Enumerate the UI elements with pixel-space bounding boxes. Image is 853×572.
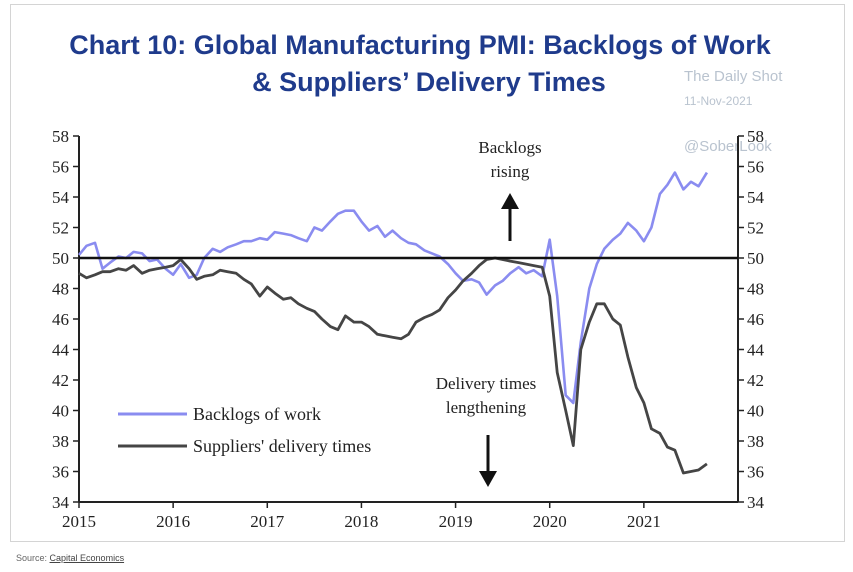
y-tick-label-right: 52 (747, 219, 764, 238)
y-tick-label-left: 46 (52, 310, 69, 329)
y-tick-label-left: 56 (52, 158, 69, 177)
y-tick-label-right: 44 (747, 341, 765, 360)
y-tick-label-right: 50 (747, 249, 764, 268)
x-tick-label: 2021 (627, 512, 661, 531)
series-line-delivery (78, 256, 708, 475)
x-tick-label: 2019 (439, 512, 473, 531)
annotation-backlogs-line1: Backlogs (478, 138, 541, 157)
arrow-down-icon (479, 435, 497, 487)
y-tick-label-left: 34 (52, 493, 70, 512)
y-tick-label-left: 58 (52, 127, 69, 146)
x-tick-label: 2016 (156, 512, 190, 531)
legend-label-delivery: Suppliers' delivery times (193, 436, 371, 456)
y-tick-label-left: 40 (52, 402, 69, 421)
y-tick-label-right: 46 (747, 310, 764, 329)
y-tick-label-left: 54 (52, 188, 70, 207)
plot-area: 34 34 36 36 38 38 40 40 42 42 44 44 46 46 48 48 50 50 52 52… (52, 127, 765, 531)
annotation-backlogs-line2: rising (491, 162, 530, 181)
y-tick-label-right: 54 (747, 188, 765, 207)
source-link[interactable]: Capital Economics (49, 553, 125, 563)
y-tick-label-left: 36 (52, 463, 69, 482)
y-tick-label-left: 52 (52, 219, 69, 238)
source-label: Source: (16, 553, 50, 563)
x-tick-label: 2020 (533, 512, 567, 531)
legend-label-backlogs: Backlogs of work (193, 404, 321, 424)
y-tick-label-right: 40 (747, 402, 764, 421)
y-tick-label-right: 42 (747, 371, 764, 390)
watermark-date: 11-Nov-2021 (684, 94, 753, 108)
chart-title-line2: & Suppliers’ Delivery Times (252, 67, 606, 97)
legend: Backlogs of work Suppliers' delivery tim… (118, 404, 371, 456)
y-tick-label-right: 56 (747, 158, 764, 177)
watermark-site: The Daily Shot (684, 68, 783, 85)
y-ticks: 34 34 36 36 38 38 40 40 42 42 44 44 46 46 48 48 50 50 52 52… (52, 127, 765, 512)
x-tick-label: 2017 (250, 512, 285, 531)
source-note: Source: Capital Economics (16, 553, 124, 563)
chart-svg: Chart 10: Global Manufacturing PMI: Back… (52, 30, 783, 531)
x-tick-label: 2018 (344, 512, 378, 531)
x-ticks: 2015 2016 2017 2018 2019 2020 2021 (62, 502, 661, 531)
y-tick-label-right: 48 (747, 280, 764, 299)
watermark-handle: @SoberLook (684, 138, 772, 155)
x-tick-label: 2015 (62, 512, 96, 531)
y-tick-label-left: 38 (52, 432, 69, 451)
y-tick-label-right: 58 (747, 127, 764, 146)
y-tick-label-left: 50 (52, 249, 69, 268)
y-tick-label-left: 48 (52, 280, 69, 299)
y-tick-label-right: 34 (747, 493, 765, 512)
series-line-backlogs (77, 171, 709, 405)
annotation-delivery-line1: Delivery times (436, 374, 537, 393)
y-tick-label-left: 42 (52, 371, 69, 390)
series-layer (77, 171, 709, 475)
chart-frame: Chart 10: Global Manufacturing PMI: Back… (10, 4, 845, 542)
annotation-delivery-line2: lengthening (446, 398, 527, 417)
arrow-up-icon (501, 193, 519, 241)
y-tick-label-right: 38 (747, 432, 764, 451)
y-tick-label-right: 36 (747, 463, 764, 482)
chart-title-line1: Chart 10: Global Manufacturing PMI: Back… (69, 30, 772, 60)
y-tick-label-left: 44 (52, 341, 70, 360)
